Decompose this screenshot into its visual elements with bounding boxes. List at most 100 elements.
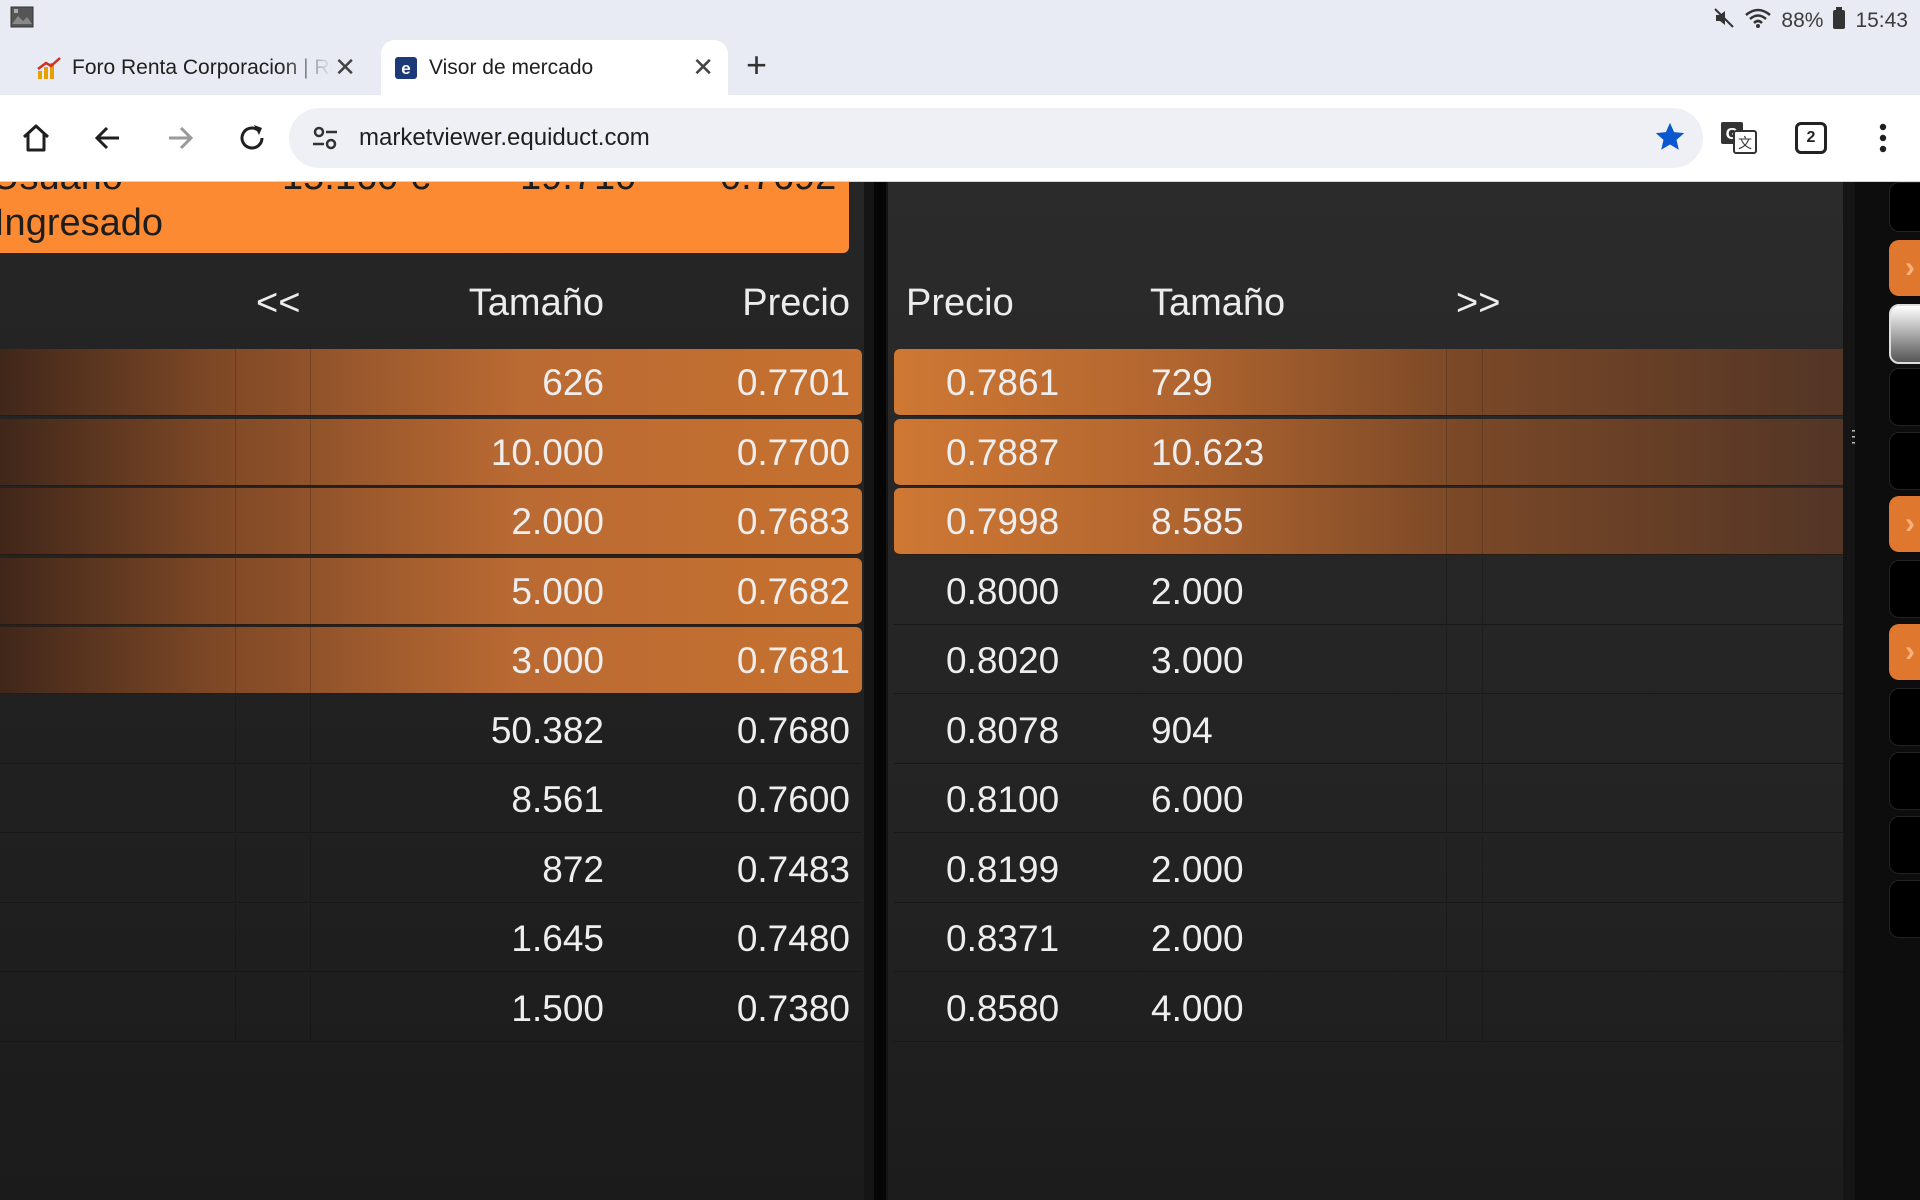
ask-row[interactable]: 0.7998 8.585 [894,488,1843,555]
summary-label-top: Usuario [0,182,123,199]
url-text[interactable]: marketviewer.equiduct.com [359,124,650,151]
bid-size: 1.500 [511,987,604,1029]
side-button-9[interactable] [1889,880,1920,938]
column-separator [235,488,236,554]
tab-count: 2 [1795,122,1827,154]
column-separator [235,696,236,763]
ask-row[interactable]: 0.8100 6.000 [894,766,1843,833]
tab-strip: Foro Renta Corporacion | Re ✕ e Visor de… [0,36,1920,95]
bid-price-header: Precio [742,282,850,324]
new-tab-button[interactable]: + [746,44,768,85]
ask-price: 0.8371 [946,918,1060,959]
column-separator [1446,766,1447,832]
ask-size: 8.585 [1151,501,1244,542]
bid-size: 5.000 [511,570,604,612]
column-separator [1482,557,1483,624]
bid-row[interactable]: 8.561 0.7600 [0,766,862,833]
column-separator [1482,349,1483,415]
bid-row[interactable]: 5.000 0.7682 [0,557,862,625]
tab-title: Foro Renta Corporacion | Re [72,55,332,79]
address-bar[interactable]: marketviewer.equiduct.com [289,108,1703,168]
ask-row[interactable]: 0.8000 2.000 [894,557,1843,625]
ask-panel: Precio Tamaño >> 0.7861 729 0.7887 10.623 0.… [888,182,1843,1200]
ask-row[interactable]: 0.7861 729 [894,349,1843,416]
bid-size: 10.000 [490,431,604,473]
side-expand-button[interactable]: › [1889,240,1920,296]
side-button-8[interactable] [1889,816,1920,874]
bid-row[interactable]: 626 0.7701 [0,349,862,416]
ask-row[interactable]: 0.7887 10.623 [894,418,1843,486]
side-button-5[interactable] [1889,560,1920,618]
bid-size: 872 [542,848,604,890]
bid-price: 0.7701 [736,362,850,403]
clock: 15:43 [1855,9,1908,32]
more-menu-icon[interactable] [1859,114,1907,162]
tab-switcher-button[interactable]: 2 [1787,114,1835,162]
site-settings-icon[interactable] [307,120,343,156]
ask-row[interactable]: 0.8078 904 [894,696,1843,764]
ask-price: 0.8100 [946,779,1060,820]
ask-next-button[interactable]: >> [1456,282,1501,324]
side-button-3[interactable] [1889,368,1920,426]
ask-size: 2.000 [1151,918,1244,959]
ask-row[interactable]: 0.8580 4.000 [894,974,1843,1042]
side-button-6[interactable] [1889,688,1920,746]
column-separator [310,905,311,971]
bid-size: 626 [542,362,604,403]
home-icon[interactable] [12,114,60,162]
column-separator [310,696,311,763]
ask-size: 2.000 [1151,848,1244,890]
bid-row[interactable]: 1.500 0.7380 [0,974,862,1042]
side-button-2[interactable] [1889,304,1920,364]
side-button-4[interactable] [1889,432,1920,490]
bid-size: 3.000 [511,640,604,681]
column-separator [1482,627,1483,693]
reload-icon[interactable] [228,114,276,162]
bid-size: 8.561 [511,779,604,820]
column-separator [235,627,236,693]
bid-prev-button[interactable]: << [256,282,301,324]
bid-row[interactable]: 2.000 0.7683 [0,488,862,555]
e-favicon-icon: e [393,55,419,81]
tab-title: Visor de mercado [429,55,594,79]
bid-row[interactable]: 3.000 0.7681 [0,627,862,694]
bid-row[interactable]: 10.000 0.7700 [0,418,862,486]
tab-foro-renta[interactable]: Foro Renta Corporacion | Re ✕ [0,40,370,95]
close-tab-icon[interactable]: ✕ [334,52,356,82]
back-icon[interactable] [84,114,132,162]
bid-price: 0.7700 [736,431,850,473]
svg-text:e: e [401,59,410,78]
market-viewer: Usuario 15.160 € 19.710 0.7692 Ingresado… [0,182,1920,1200]
column-separator [1446,557,1447,624]
bid-row[interactable]: 1.645 0.7480 [0,905,862,972]
column-separator [1482,696,1483,763]
bid-row[interactable]: 50.382 0.7680 [0,696,862,764]
tab-visor-de-mercado[interactable]: e Visor de mercado ✕ [381,40,728,95]
ask-row[interactable]: 0.8020 3.000 [894,627,1843,694]
column-separator [1446,627,1447,693]
close-tab-icon[interactable]: ✕ [692,52,714,82]
column-separator [310,766,311,832]
side-expand-button[interactable]: › [1889,624,1920,680]
ask-row[interactable]: 0.8371 2.000 [894,905,1843,972]
side-expand-button[interactable]: › [1889,496,1920,552]
bid-size: 2.000 [511,501,604,542]
bid-row[interactable]: 872 0.7483 [0,835,862,903]
forward-icon[interactable] [156,114,204,162]
ask-price: 0.7998 [946,501,1060,542]
side-button-7[interactable] [1889,752,1920,810]
column-separator [235,557,236,624]
bid-panel: Usuario 15.160 € 19.710 0.7692 Ingresado… [0,182,864,1200]
battery-level: 88% [1781,9,1824,32]
bookmark-star-icon[interactable] [1653,120,1687,159]
side-button-1[interactable] [1889,182,1920,232]
column-separator [310,349,311,415]
bid-price: 0.7483 [736,848,850,890]
column-separator [235,349,236,415]
column-separator [310,835,311,902]
ask-row[interactable]: 0.8199 2.000 [894,835,1843,903]
column-separator [1446,488,1447,554]
bid-price: 0.7380 [736,987,850,1029]
